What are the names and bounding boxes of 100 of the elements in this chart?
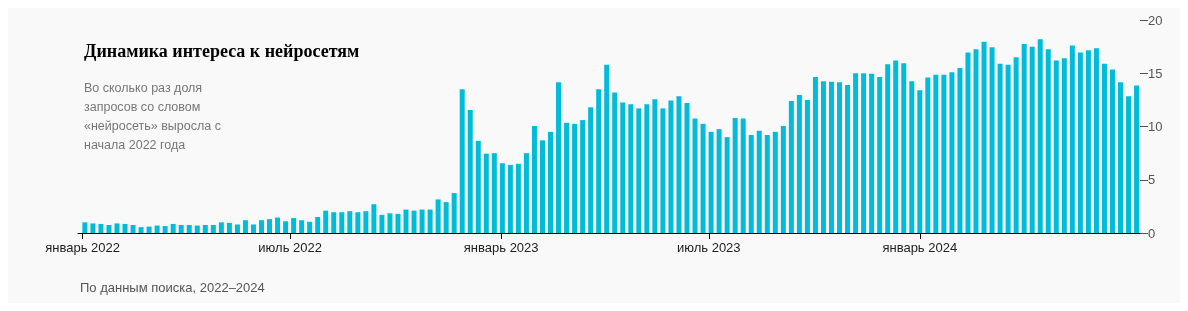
bar: [315, 217, 321, 233]
bar: [949, 72, 955, 233]
bar: [564, 122, 570, 233]
bar: [467, 109, 473, 233]
bar: [1005, 64, 1011, 233]
bar: [588, 107, 594, 233]
bar: [531, 125, 537, 233]
y-tick-label: 10: [1148, 119, 1163, 134]
bar: [644, 104, 650, 233]
bar: [788, 100, 794, 233]
bar: [596, 89, 602, 233]
bar: [901, 63, 907, 233]
bar: [395, 213, 401, 233]
bar: [242, 220, 248, 233]
bar: [620, 102, 626, 233]
bar: [1134, 85, 1140, 233]
bar: [114, 223, 120, 233]
bar: [539, 140, 545, 233]
y-tick-label: 0: [1148, 225, 1156, 241]
bar: [828, 81, 834, 233]
bar: [186, 225, 192, 233]
bar: [612, 92, 618, 233]
bar: [580, 120, 586, 233]
bar: [483, 153, 489, 233]
bar: [933, 74, 939, 233]
bar: [299, 220, 305, 233]
y-tick-label: 5: [1148, 172, 1156, 188]
bar: [732, 117, 738, 233]
bar: [347, 211, 353, 233]
bar: [451, 193, 457, 233]
bar: [210, 225, 216, 233]
bar: [853, 73, 859, 233]
bar: [548, 131, 554, 233]
bar: [1109, 69, 1115, 233]
bar: [355, 212, 361, 233]
x-tick-label: январь 2022: [45, 240, 120, 255]
bar: [989, 47, 995, 233]
bar: [138, 227, 144, 233]
x-tick-label: январь 2024: [882, 240, 958, 255]
bar: [331, 212, 337, 233]
bar: [122, 223, 128, 233]
bar: [1029, 46, 1035, 233]
bar: [1061, 58, 1067, 233]
bar: [604, 64, 610, 233]
bar: [636, 108, 642, 233]
bar: [660, 108, 666, 233]
bar: [917, 90, 923, 233]
bar: [796, 95, 802, 233]
bar: [861, 73, 867, 233]
bar: [812, 76, 818, 233]
bar: [628, 104, 634, 233]
bar: [957, 67, 963, 233]
bar: [170, 223, 176, 233]
bar: [869, 73, 875, 233]
bar: [676, 96, 682, 233]
bar: [98, 223, 104, 233]
bar: [379, 214, 385, 233]
bar: [515, 163, 521, 233]
bar: [82, 222, 88, 233]
bar: [154, 225, 160, 233]
bar: [700, 123, 706, 233]
bar: [556, 82, 562, 233]
text: Динамика интереса к нейросетям: [84, 41, 360, 61]
bar: [925, 77, 931, 233]
bar: [820, 81, 826, 233]
bar: [740, 118, 746, 233]
bar: [804, 99, 810, 233]
bar: [708, 131, 714, 233]
bar: [491, 153, 497, 233]
bar: [507, 164, 513, 233]
bar: [885, 64, 891, 233]
bar: [419, 209, 425, 233]
bar: [1037, 39, 1043, 233]
x-tick-label: июль 2022: [258, 240, 322, 255]
bar: [893, 60, 899, 233]
bar: [837, 82, 843, 233]
bar: [523, 153, 529, 233]
bar: [941, 74, 947, 233]
bar: [162, 226, 168, 233]
bar: [1045, 49, 1051, 233]
x-tick-label: январь 2023: [463, 240, 539, 255]
bar: [307, 221, 313, 233]
bar: [403, 209, 409, 233]
bar: [499, 163, 505, 233]
bar: [267, 219, 273, 233]
bar: [1069, 45, 1075, 233]
bar: [756, 130, 762, 233]
x-tick-label: июль 2023: [676, 240, 741, 255]
bar: [981, 41, 987, 233]
bar: [371, 204, 377, 233]
bar: [427, 209, 433, 233]
bar: [1021, 43, 1027, 233]
bar: [668, 100, 674, 233]
y-tick-label: 15: [1148, 65, 1163, 81]
bar: [572, 123, 578, 233]
bar: [1085, 50, 1091, 233]
bar: [997, 63, 1003, 233]
bar: [780, 125, 786, 233]
bar: [443, 202, 449, 233]
bar: [234, 224, 240, 233]
